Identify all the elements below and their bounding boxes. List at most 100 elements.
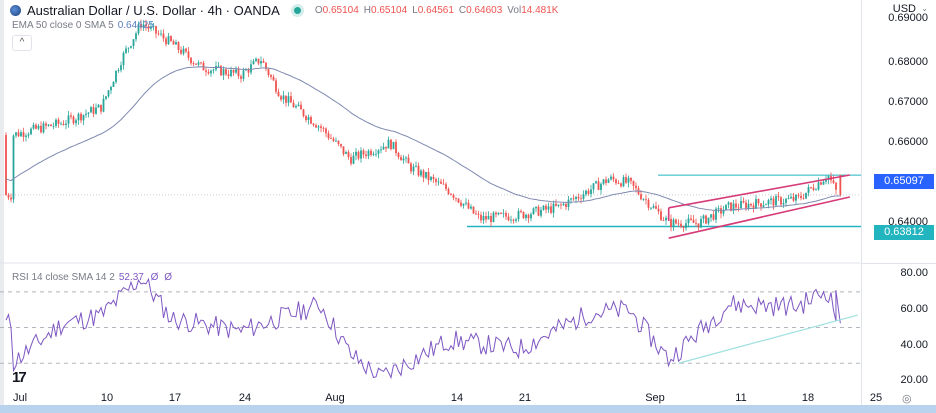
- candle-body: [410, 163, 412, 172]
- candle-body: [167, 36, 170, 45]
- candle-body: [712, 214, 715, 220]
- candle-body: [185, 48, 187, 52]
- tradingview-logo-icon[interactable]: 17: [12, 369, 27, 386]
- candle-body: [760, 203, 762, 207]
- candle-body: [802, 198, 805, 199]
- resistance-price-label: 0.65097: [874, 174, 934, 189]
- ohlc-values: O0.65104 H0.65104 L0.64561 C0.64603 Vol1…: [314, 5, 559, 16]
- candle-body: [157, 33, 160, 35]
- currency-selector[interactable]: USD: [892, 3, 916, 15]
- candle-body: [450, 193, 452, 195]
- candle-body: [580, 198, 582, 200]
- candle-body: [700, 218, 702, 228]
- candle-body: [72, 116, 75, 124]
- candle-body: [245, 69, 247, 71]
- candle-body: [267, 68, 270, 76]
- pane-separator[interactable]: [862, 263, 936, 264]
- candle-body: [782, 202, 785, 205]
- candle-body: [552, 203, 555, 213]
- candle-body: [515, 219, 517, 221]
- candle-body: [727, 202, 730, 205]
- candle-body: [122, 52, 125, 66]
- candle-body: [415, 165, 417, 167]
- candle-body: [395, 141, 397, 153]
- candle-body: [707, 217, 710, 224]
- candle-body: [192, 63, 195, 65]
- candle-body: [337, 140, 340, 144]
- candle-body: [742, 200, 745, 203]
- candle-body: [677, 223, 680, 225]
- candle-body: [642, 199, 645, 201]
- candle-body: [380, 149, 382, 151]
- price-tick: 0.69000: [888, 12, 928, 24]
- candle-body: [127, 47, 130, 49]
- candle-body: [745, 202, 747, 209]
- rsi-indicator-legend[interactable]: RSI 14 close SMA 14 2 52.37 Ø Ø: [12, 272, 172, 283]
- candle-body: [275, 80, 277, 92]
- candle-body: [190, 57, 192, 64]
- candle-body: [567, 199, 570, 207]
- candle-body: [757, 199, 760, 204]
- symbol-legend: Australian Dollar / U.S. Dollar · 4h · O…: [10, 3, 558, 18]
- candle-body: [392, 141, 395, 150]
- candle-body: [607, 179, 610, 183]
- candle-body: [320, 126, 322, 129]
- candle-body: [182, 48, 185, 54]
- candle-body: [280, 96, 282, 100]
- candle-body: [497, 212, 500, 215]
- candle-body: [735, 203, 737, 208]
- candle-body: [650, 207, 652, 209]
- candle-body: [217, 65, 220, 67]
- candle-body: [242, 70, 245, 79]
- candle-body: [467, 202, 470, 209]
- candle-body: [432, 176, 435, 180]
- candle-body: [132, 39, 135, 47]
- candle-body: [170, 36, 172, 42]
- candle-body: [525, 214, 527, 219]
- candle-body: [282, 95, 285, 100]
- symbol-title[interactable]: Australian Dollar / U.S. Dollar · 4h · O…: [27, 3, 280, 18]
- candle-body: [595, 181, 597, 184]
- candle-body: [290, 96, 292, 103]
- candle-body: [250, 64, 252, 73]
- candle-body: [647, 200, 650, 208]
- time-tick: 25: [869, 392, 883, 404]
- candle-body: [839, 174, 842, 195]
- candle-body: [675, 219, 677, 224]
- candle-body: [682, 226, 685, 229]
- axis-settings-icon[interactable]: ◎: [902, 393, 912, 405]
- candle-body: [22, 132, 25, 137]
- rsi-value: 52.37: [118, 272, 144, 283]
- candle-body: [615, 179, 617, 184]
- candle-body: [407, 157, 410, 164]
- candle-body: [35, 124, 37, 129]
- candle-body: [817, 182, 820, 190]
- candle-body: [87, 112, 90, 114]
- candle-body: [152, 26, 155, 27]
- ema-indicator-legend[interactable]: EMA 50 close 0 SMA 5 0.64425: [12, 20, 154, 31]
- candle-body: [635, 185, 637, 189]
- ema-label: EMA 50 close 0 SMA 5: [12, 20, 114, 31]
- collapse-legend-button[interactable]: ^: [12, 35, 32, 51]
- candle-body: [685, 223, 687, 229]
- candle-body: [807, 187, 810, 193]
- candle-body: [790, 196, 792, 199]
- candle-body: [412, 166, 415, 172]
- candle-body: [660, 211, 662, 221]
- candle-body: [255, 58, 257, 62]
- candle-body: [765, 204, 767, 206]
- price-axis[interactable]: USD ⌄ 0.69000 0.68000 0.67000 0.66000 0.…: [861, 0, 936, 405]
- candle-body: [710, 214, 712, 218]
- candle-body: [137, 23, 140, 34]
- candle-body: [427, 171, 430, 181]
- candle-body: [172, 41, 175, 45]
- chevron-down-icon[interactable]: ⌄: [921, 4, 928, 13]
- price-chart-canvas[interactable]: [0, 0, 862, 405]
- candle-body: [397, 152, 400, 158]
- candle-body: [820, 182, 822, 185]
- candle-body: [797, 194, 800, 196]
- candle-body: [177, 42, 180, 51]
- candle-body: [115, 70, 117, 82]
- candle-body: [702, 215, 705, 219]
- candle-body: [522, 211, 525, 219]
